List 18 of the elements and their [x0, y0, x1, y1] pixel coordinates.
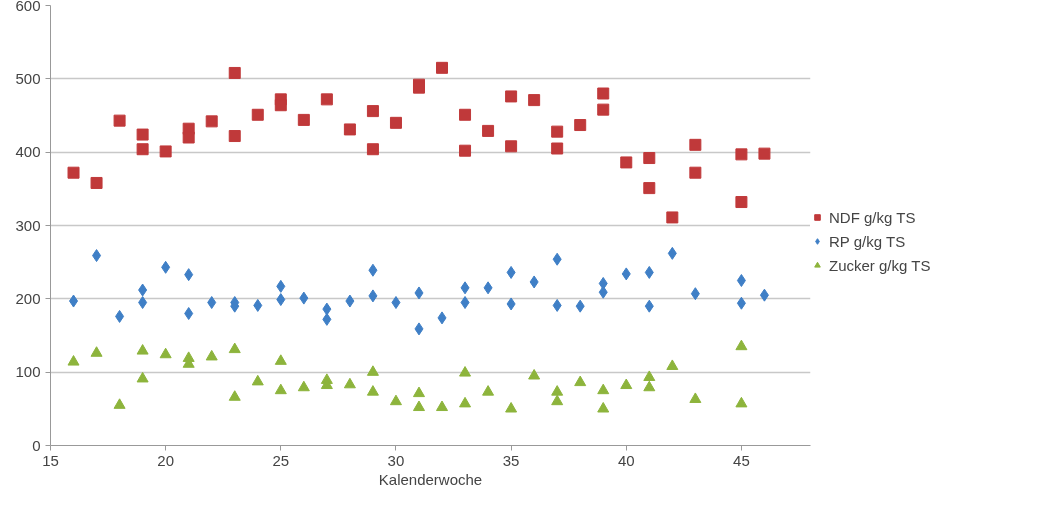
y-tick-label: 200: [15, 289, 41, 307]
legend-label: RP g/kg TS: [829, 232, 906, 250]
y-tick-label: 0: [32, 436, 41, 454]
legend-label: NDF g/kg TS: [829, 208, 916, 226]
y-tick-label: 400: [15, 143, 41, 161]
x-tick-label: 35: [502, 451, 520, 469]
y-tick-label: 600: [15, 0, 41, 14]
x-tick-label: 40: [617, 451, 635, 469]
x-tick-label: 25: [272, 451, 290, 469]
y-tick-label: 500: [15, 69, 41, 87]
x-tick-label: 15: [42, 451, 59, 469]
x-tick-label: 45: [733, 451, 750, 469]
legend-label: Zucker g/kg TS: [829, 256, 931, 274]
x-axis-title: Kalenderwoche: [378, 470, 483, 488]
y-tick-label: 100: [15, 363, 41, 381]
x-tick-label: 30: [387, 451, 405, 469]
y-tick-label: 300: [15, 216, 41, 234]
x-tick-label: 20: [157, 451, 174, 469]
